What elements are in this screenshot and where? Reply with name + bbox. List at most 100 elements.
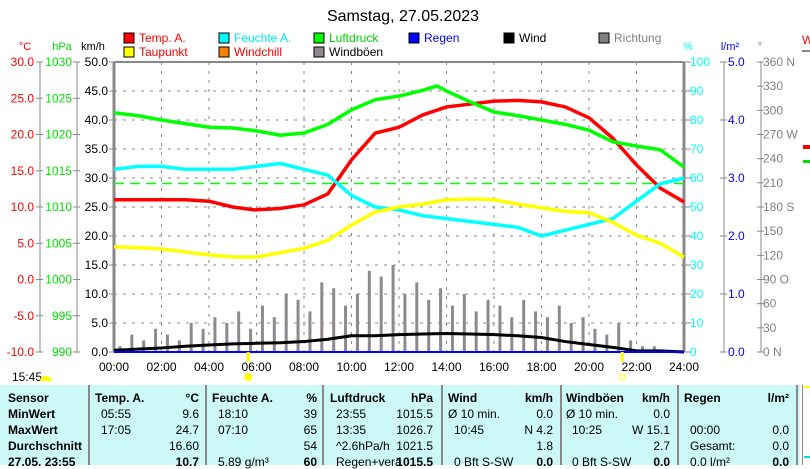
axis-tick-label-temp: 5.0	[17, 236, 34, 250]
cell-press-time: ^2.6hPa/h	[336, 439, 390, 453]
cell-press-value: 1015.5	[396, 407, 433, 421]
axis-tick-label-direction: 90 O	[763, 273, 789, 287]
axis-tick-label-pressure: 1005	[45, 236, 72, 250]
cell-rain-time: Gesamt:	[690, 439, 735, 453]
cell-hum-value: 60	[304, 455, 317, 469]
cell-gust-time: Ø 10 min.	[566, 407, 618, 421]
axis-tick-label-direction: 360 N	[763, 55, 795, 69]
cell-gust-value: 0.0	[653, 407, 670, 421]
cell-rain-time: 00:00	[690, 423, 720, 437]
axis-tick-label-wind: 40.0	[85, 113, 109, 127]
axis-unit-direction: °	[758, 41, 762, 53]
legend-swatch	[504, 33, 514, 43]
sun-time-label: 15:45	[12, 370, 42, 384]
cell-press-value: 1015.5	[396, 455, 433, 469]
axis-tick-label-wind: 35.0	[85, 142, 109, 156]
axis-tick-label-temp: 30.0	[11, 55, 35, 69]
axis-tick-label-wind: 30.0	[85, 171, 109, 185]
sunrise-icon	[244, 373, 252, 381]
axis-tick-label-direction: 60	[763, 297, 777, 311]
cell-gust-value: 2.7	[653, 439, 670, 453]
column-divider	[88, 385, 90, 465]
axis-tick-label-humidity: 40	[690, 229, 704, 243]
axis-tick-label-humidity: 50	[690, 200, 704, 214]
legend-label: Windchill	[234, 45, 282, 59]
cell-hum-time: 18:10	[218, 407, 248, 421]
cell-hum-value: 65	[304, 423, 317, 437]
axis-unit-humidity: %	[683, 41, 693, 53]
side-marker-red	[803, 145, 810, 149]
axis-unit-rain: l/m²	[721, 41, 740, 53]
axis-tick-label-temp: 25.0	[11, 91, 35, 105]
axis-tick-label-direction: 240	[763, 152, 783, 166]
header-gust-unit: km/h	[642, 391, 670, 405]
axis-tick-label-wind: 0.0	[91, 345, 108, 359]
cell-gust-value: 0.0	[653, 455, 670, 469]
x-tick-label: 24:00	[669, 360, 699, 374]
side-marker-green	[803, 160, 810, 163]
x-tick-label: 10:00	[336, 360, 366, 374]
cell-wind-value: 0.0	[536, 455, 553, 469]
axis-tick-label-pressure: 1030	[45, 55, 72, 69]
header-wind: Wind	[448, 391, 477, 405]
legend-swatch	[219, 47, 229, 57]
header-wind-unit: km/h	[525, 391, 553, 405]
legend-label: Regen	[424, 31, 459, 45]
axis-tick-label-rain: 2.0	[728, 229, 745, 243]
axis-tick-label-wind: 50.0	[85, 55, 109, 69]
axis-tick-label-humidity: 60	[690, 171, 704, 185]
axis-tick-label-direction: 330	[763, 79, 783, 93]
cell-press-time: 13:35	[336, 423, 366, 437]
row-label: Durchschnitt	[8, 439, 82, 453]
x-tick-label: 22:00	[621, 360, 651, 374]
axis-tick-label-pressure: 1015	[45, 164, 72, 178]
axis-tick-label-humidity: 100	[690, 55, 710, 69]
axis-tick-label-humidity: 80	[690, 113, 704, 127]
axis-tick-label-direction: 210	[763, 176, 783, 190]
cell-press-value: 1021.5	[396, 439, 433, 453]
axis-tick-label-temp: -10.0	[7, 345, 35, 359]
cell-temp-value: 10.7	[176, 455, 199, 469]
cell-hum-time: 07:10	[218, 423, 248, 437]
legend-label: Feuchte A.	[234, 31, 291, 45]
axis-tick-label-temp: 20.0	[11, 128, 35, 142]
axis-unit-wind: km/h	[81, 41, 105, 53]
x-tick-label: 20:00	[574, 360, 604, 374]
header-sensor: Sensor	[8, 391, 49, 405]
chart-title: Samstag, 27.05.2023	[327, 8, 479, 25]
column-divider	[677, 385, 679, 465]
axis-tick-label-pressure: 990	[52, 345, 72, 359]
axis-tick-label-rain: 4.0	[728, 113, 745, 127]
row-label: MaxWert	[8, 423, 58, 437]
header-gust: Windböen	[566, 391, 624, 405]
cell-press-value: 1026.7	[396, 423, 433, 437]
axis-tick-label-humidity: 90	[690, 84, 704, 98]
axis-unit-temp: °C	[19, 41, 31, 53]
axis-unit-pressure: hPa	[52, 41, 72, 53]
legend-swatch	[599, 33, 609, 43]
axis-tick-label-humidity: 70	[690, 142, 704, 156]
axis-tick-label-humidity: 20	[690, 287, 704, 301]
cell-gust-time: 0 Bft S-SW	[572, 455, 631, 469]
sunset-icon	[619, 374, 625, 380]
axis-tick-label-wind: 5.0	[91, 316, 108, 330]
cell-rain-value: 0.0	[772, 423, 789, 437]
cell-wind-value: 1.8	[536, 439, 553, 453]
cell-wind-time: Ø 10 min.	[448, 407, 500, 421]
axis-tick-label-humidity: 30	[690, 258, 704, 272]
axis-tick-label-pressure: 1000	[45, 273, 72, 287]
legend-swatch	[314, 47, 324, 57]
axis-tick-label-humidity: 10	[690, 316, 704, 330]
axis-tick-label-direction: 180 S	[763, 200, 794, 214]
column-divider	[322, 385, 324, 465]
axis-tick-label-temp: 10.0	[11, 200, 35, 214]
cell-wind-value: 0.0	[536, 407, 553, 421]
axis-tick-label-temp: 0.0	[17, 273, 34, 287]
side-panel-label: W	[802, 33, 810, 47]
axis-tick-label-wind: 15.0	[85, 258, 109, 272]
cell-hum-value: 54	[304, 439, 317, 453]
side-panel: W	[802, 33, 810, 163]
axis-tick-label-rain: 0.0	[728, 345, 745, 359]
cell-rain-value: 0.0	[772, 439, 789, 453]
